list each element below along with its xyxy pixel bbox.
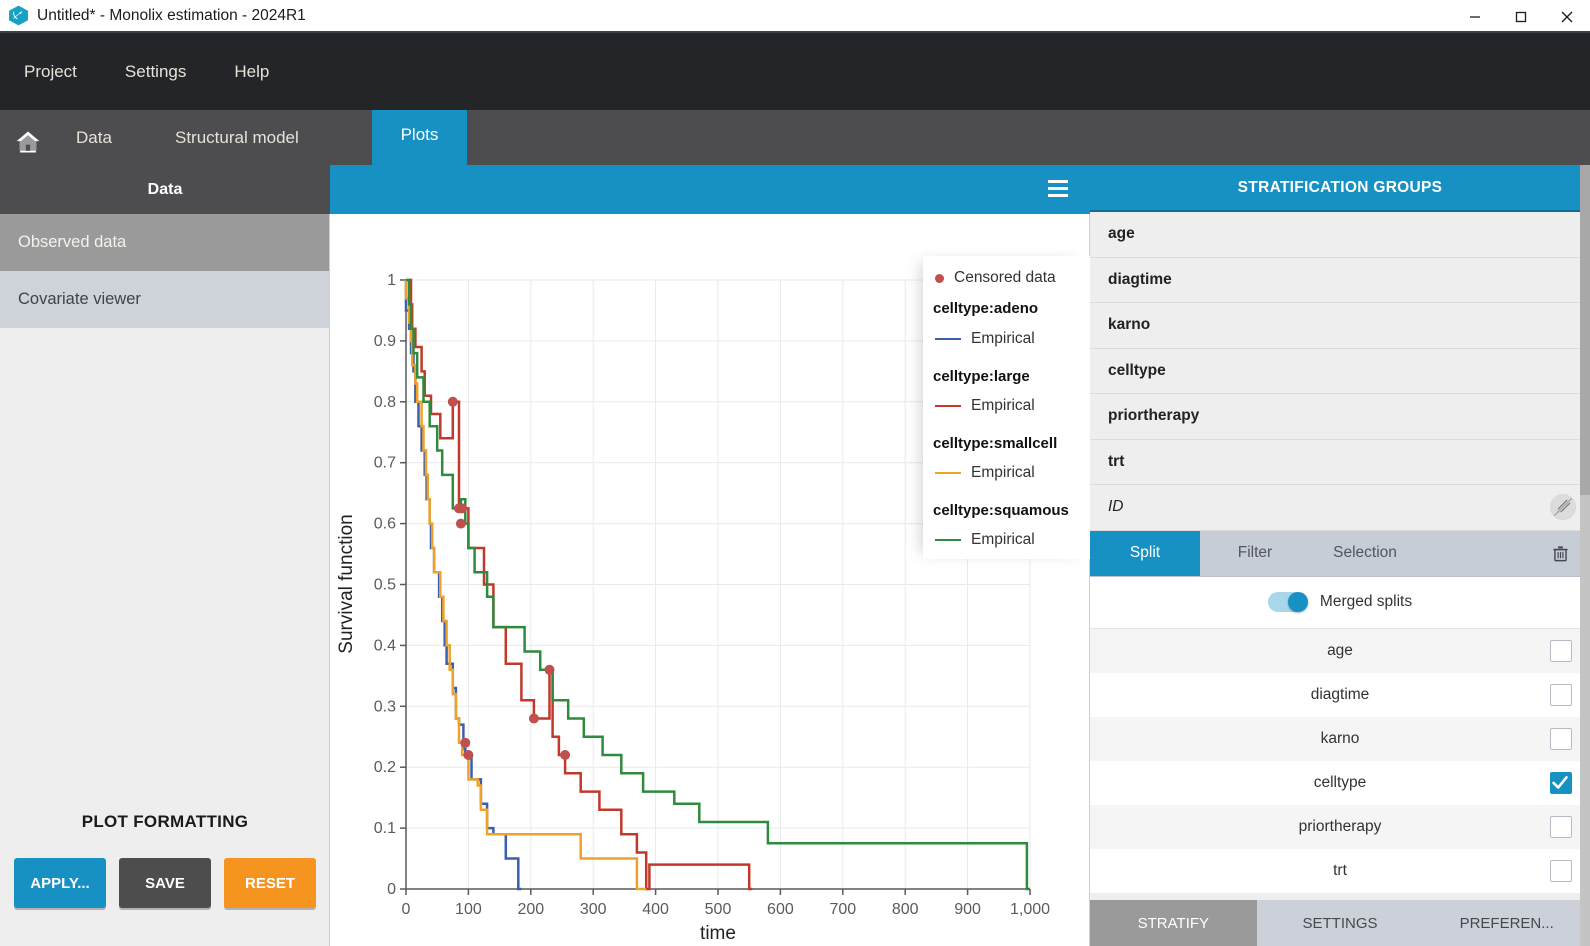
svg-text:0.9: 0.9: [374, 333, 396, 350]
svg-text:0.8: 0.8: [374, 394, 396, 411]
svg-text:Survival function: Survival function: [336, 514, 357, 653]
svg-text:0: 0: [387, 881, 396, 898]
svg-text:500: 500: [705, 901, 732, 918]
svg-text:700: 700: [829, 901, 856, 918]
svg-text:1: 1: [387, 272, 396, 289]
svg-text:0.7: 0.7: [374, 455, 396, 472]
svg-text:0.3: 0.3: [374, 698, 396, 715]
svg-text:0.5: 0.5: [374, 577, 396, 594]
svg-text:900: 900: [954, 901, 981, 918]
svg-text:0.1: 0.1: [374, 820, 396, 837]
svg-text:100: 100: [455, 901, 482, 918]
svg-text:400: 400: [642, 901, 669, 918]
svg-text:time: time: [700, 923, 736, 944]
svg-text:300: 300: [580, 901, 607, 918]
svg-text:600: 600: [767, 901, 794, 918]
svg-text:800: 800: [892, 901, 919, 918]
svg-text:0.4: 0.4: [374, 637, 396, 654]
svg-text:0.2: 0.2: [374, 759, 396, 776]
svg-text:1,000: 1,000: [1010, 901, 1050, 918]
svg-text:200: 200: [517, 901, 544, 918]
svg-text:0: 0: [402, 901, 411, 918]
svg-text:0.6: 0.6: [374, 516, 396, 533]
